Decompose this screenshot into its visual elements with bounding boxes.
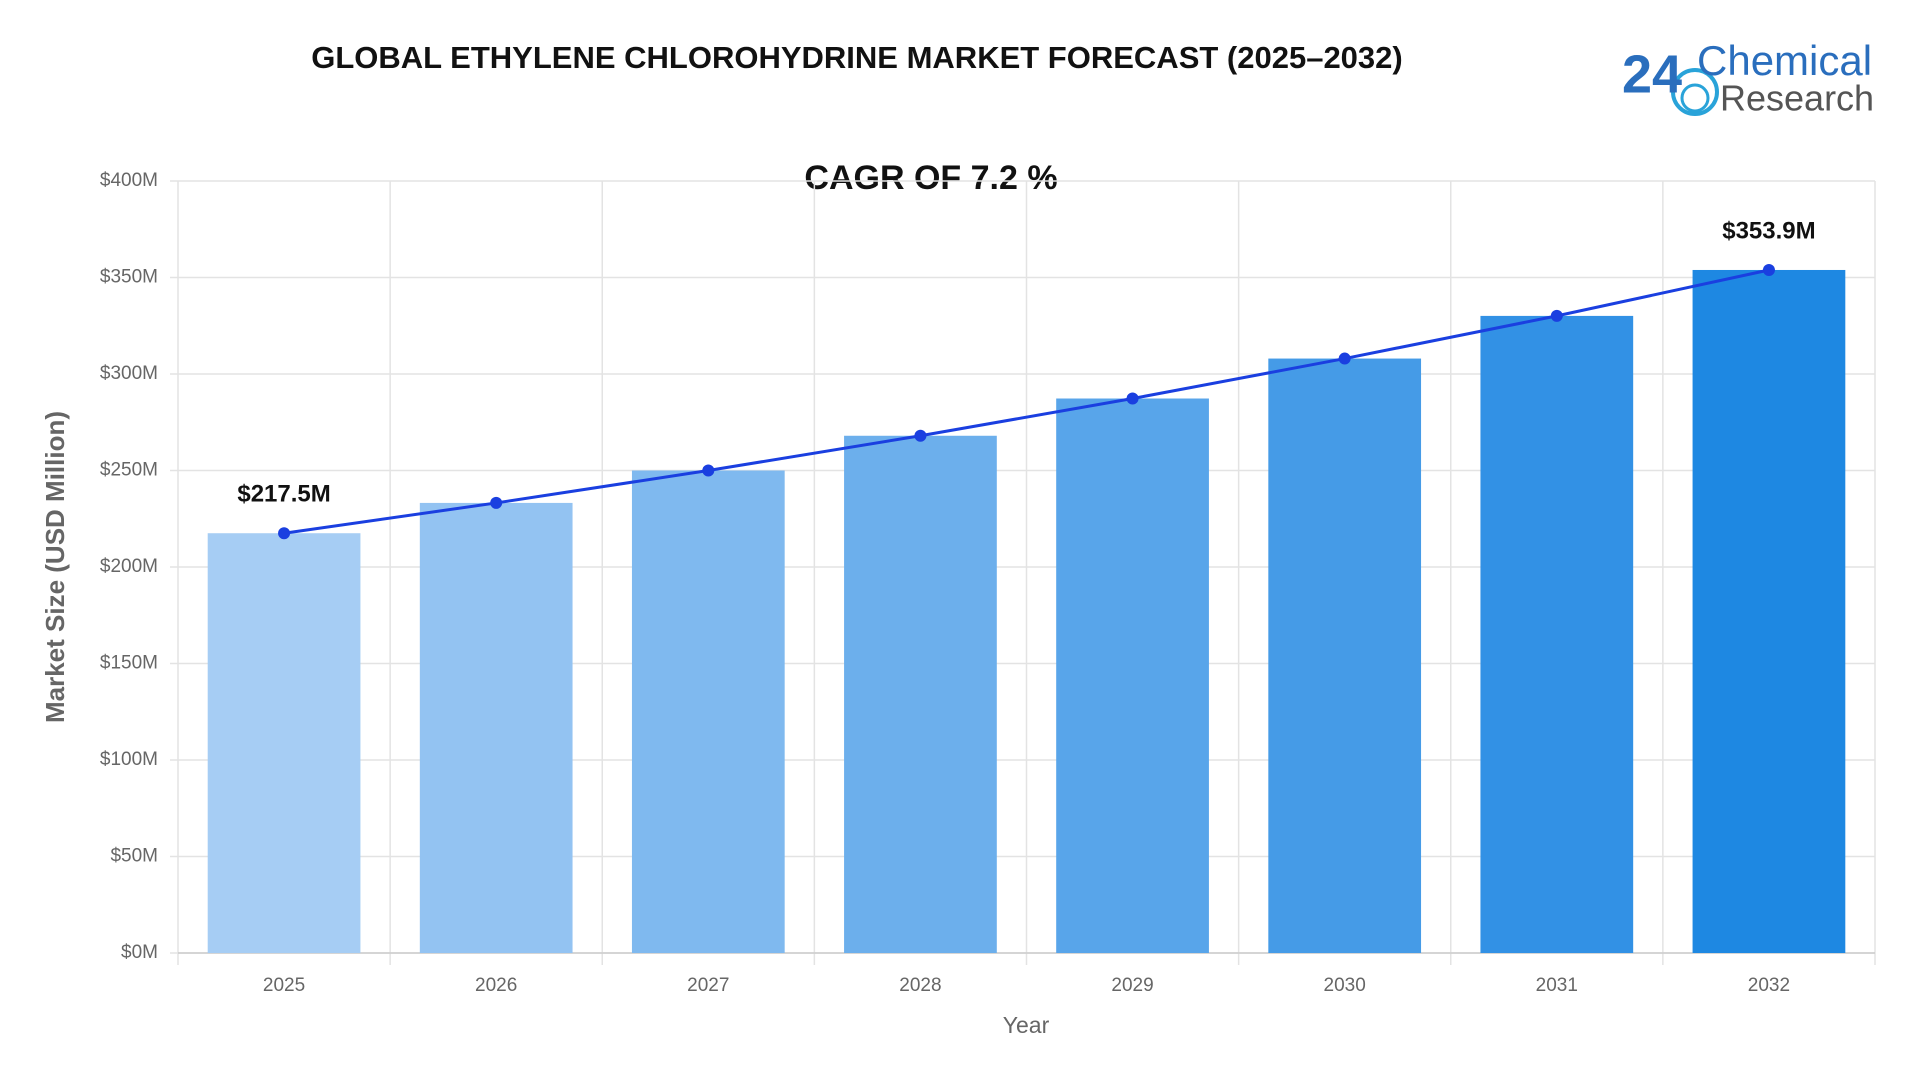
x-tick-label: 2026	[475, 975, 517, 996]
x-tick-label: 2032	[1748, 975, 1790, 996]
bar	[844, 435, 997, 953]
y-tick-label: $150M	[100, 653, 158, 674]
x-tick-label: 2028	[899, 975, 941, 996]
y-tick-label: $350M	[100, 267, 158, 288]
logo: 24 Chemical Research	[1622, 37, 1874, 118]
bar	[1056, 398, 1209, 953]
trend-point	[490, 496, 503, 509]
x-axis-label: Year	[1003, 1012, 1050, 1038]
y-tick-label: $300M	[100, 363, 158, 384]
logo-ring	[1671, 68, 1719, 116]
logo-text: Research	[1720, 78, 1874, 119]
y-tick-label: $250M	[100, 460, 158, 481]
y-tick-label: $400M	[100, 170, 158, 191]
y-tick-label: $50M	[110, 846, 158, 867]
trend-point	[1126, 392, 1139, 405]
trend-point	[702, 464, 715, 477]
chart-title: GLOBAL ETHYLENE CHLOROHYDRINE MARKET FOR…	[311, 40, 1402, 75]
y-tick-label: $0M	[121, 942, 158, 963]
x-tick-label: 2027	[687, 975, 729, 996]
bar	[1692, 269, 1846, 953]
x-tick-label: 2029	[1111, 975, 1153, 996]
logo-number: 24	[1622, 44, 1682, 104]
bar	[419, 502, 573, 953]
y-tick-label: $200M	[100, 556, 158, 577]
y-tick-label: $100M	[100, 749, 158, 770]
bar	[207, 533, 361, 953]
logo-text: Chemical	[1697, 37, 1872, 84]
y-axis-label: Market Size (USD Million)	[40, 411, 70, 723]
trend-line	[283, 268, 1770, 535]
logo-ring	[1680, 83, 1710, 113]
trend-point	[1762, 263, 1775, 276]
value-label: $217.5M	[237, 481, 330, 508]
x-tick-label: 2030	[1324, 975, 1366, 996]
bar	[1268, 358, 1422, 953]
trend-point	[914, 429, 927, 442]
chart-subtitle: CAGR OF 7.2 %	[804, 159, 1057, 197]
x-tick-label: 2025	[263, 975, 305, 996]
trend-point	[1338, 352, 1351, 365]
bar	[1480, 315, 1634, 954]
trend-point	[1550, 309, 1563, 322]
bar	[631, 470, 785, 953]
trend-point	[278, 527, 291, 540]
x-tick-label: 2031	[1536, 975, 1578, 996]
value-label: $353.9M	[1722, 217, 1815, 244]
